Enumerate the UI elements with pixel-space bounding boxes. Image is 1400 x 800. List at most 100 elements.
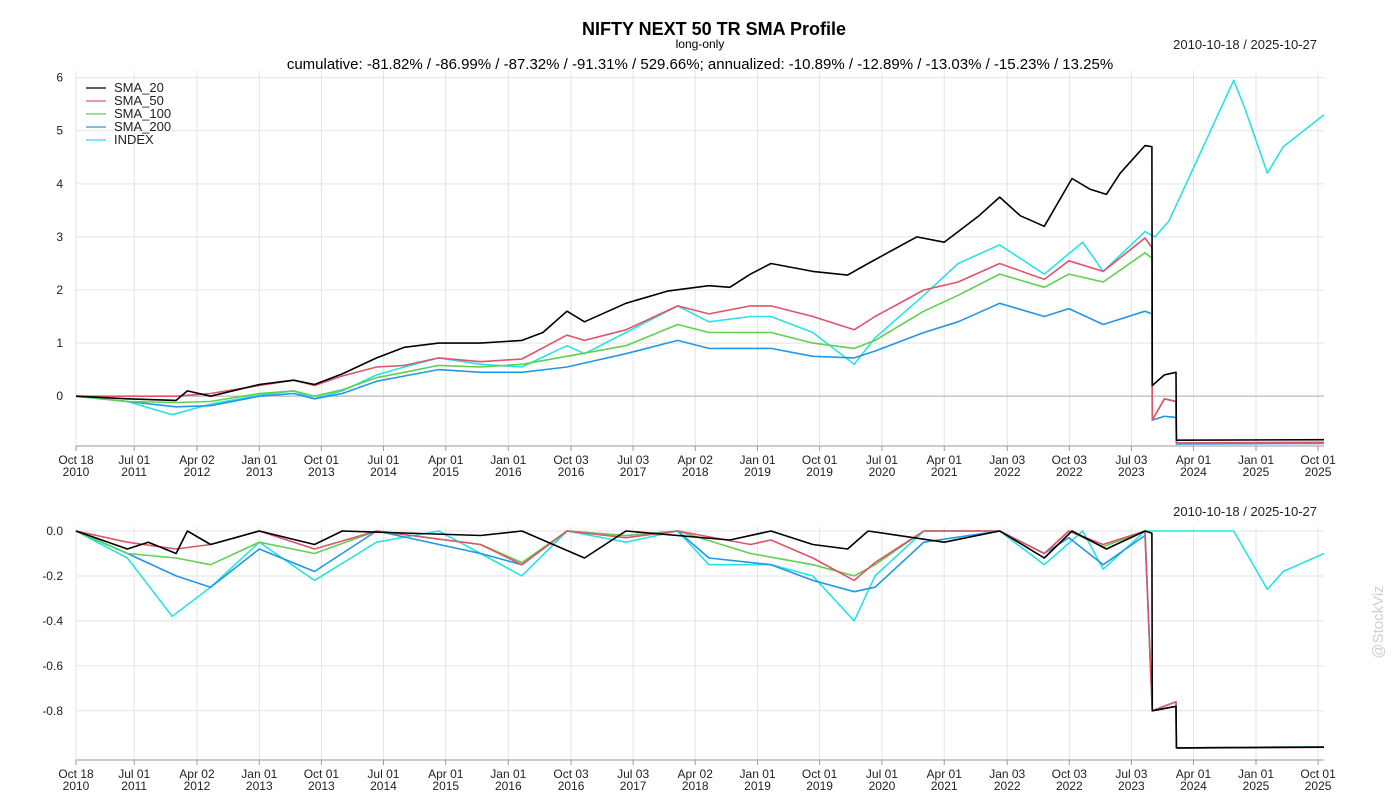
x-tick-year-label: 2015 [432,465,459,479]
x-tick-year-label: 2013 [246,465,273,479]
x-tick-label: Jul 03 [1115,767,1147,781]
y-tick-label: 1 [56,336,63,350]
x-tick-label: Jan 01 [740,767,776,781]
x-tick-year-label: 2021 [931,465,958,479]
x-tick-year-label: 2013 [308,465,335,479]
x-tick-label: Jul 03 [1115,453,1147,467]
x-tick-year-label: 2023 [1118,779,1145,793]
x-tick-year-label: 2025 [1243,779,1270,793]
watermark: @StockViz [1370,585,1387,658]
y-tick-label: -0.2 [42,569,63,583]
x-tick-label: Jan 03 [989,453,1025,467]
x-tick-label: Apr 01 [927,453,963,467]
x-tick-year-label: 2021 [931,779,958,793]
x-tick-label: Jul 03 [617,453,649,467]
y-tick-label: -0.6 [42,659,63,673]
x-tick-label: Oct 18 [58,453,94,467]
x-tick-label: Jul 01 [118,767,150,781]
x-tick-label: Apr 01 [428,767,464,781]
x-tick-label: Jul 01 [367,453,399,467]
x-tick-label: Apr 02 [678,767,714,781]
x-tick-label: Oct 01 [1300,453,1336,467]
x-tick-label: Oct 01 [1300,767,1336,781]
x-tick-year-label: 2011 [121,779,147,793]
x-tick-label: Jan 01 [241,453,277,467]
x-tick-label: Oct 03 [1052,453,1088,467]
x-tick-label: Jul 01 [118,453,150,467]
legend-label: SMA_20 [114,80,164,95]
x-tick-label: Oct 01 [304,767,340,781]
x-tick-year-label: 2010 [63,779,90,793]
series-line-sma-20 [75,530,1325,749]
series-line-sma-200 [75,302,1325,445]
x-tick-year-label: 2024 [1180,465,1207,479]
x-tick-label: Jan 01 [740,453,776,467]
x-tick-year-label: 2022 [1056,465,1083,479]
x-tick-year-label: 2019 [744,779,771,793]
legend-label: INDEX [114,132,154,147]
y-tick-label: 3 [56,230,63,244]
x-tick-year-label: 2014 [370,465,397,479]
x-tick-year-label: 2011 [121,465,147,479]
chart-subtitle: long-only [676,37,725,51]
x-tick-year-label: 2016 [558,465,585,479]
x-tick-year-label: 2010 [63,465,90,479]
x-tick-label: Apr 01 [428,453,464,467]
x-tick-label: Jul 01 [866,767,898,781]
top-panel-date-range: 2010-10-18 / 2025-10-27 [1173,37,1317,52]
series-line-sma-100 [75,252,1325,444]
x-tick-label: Oct 03 [553,767,589,781]
x-tick-year-label: 2024 [1180,779,1207,793]
x-tick-label: Jan 01 [1238,767,1274,781]
series-line-sma-200 [75,530,1325,749]
y-tick-label: 6 [56,71,63,85]
bottom-panel-date-range: 2010-10-18 / 2025-10-27 [1173,504,1317,519]
x-tick-year-label: 2025 [1243,465,1270,479]
x-tick-year-label: 2017 [620,465,647,479]
y-tick-label: -0.4 [42,614,63,628]
performance-stats: cumulative: -81.82% / -86.99% / -87.32% … [287,56,1113,73]
legend-label: SMA_50 [114,93,164,108]
x-tick-year-label: 2013 [308,779,335,793]
x-tick-label: Oct 01 [802,453,838,467]
x-tick-label: Jan 01 [490,767,526,781]
x-tick-year-label: 2012 [184,779,211,793]
y-tick-label: 4 [56,177,63,191]
x-tick-year-label: 2019 [744,465,771,479]
x-tick-label: Jan 01 [1238,453,1274,467]
x-tick-year-label: 2019 [806,465,833,479]
x-tick-label: Jul 01 [367,767,399,781]
x-tick-year-label: 2022 [994,779,1021,793]
x-tick-label: Apr 02 [179,453,215,467]
x-tick-label: Apr 02 [678,453,714,467]
y-tick-label: 5 [56,124,63,138]
y-tick-label: 0.0 [46,524,63,538]
x-tick-year-label: 2015 [432,779,459,793]
x-tick-label: Jan 03 [989,767,1025,781]
x-tick-label: Jan 01 [241,767,277,781]
x-tick-label: Jul 01 [866,453,898,467]
x-tick-label: Apr 01 [1176,767,1212,781]
x-tick-year-label: 2016 [558,779,585,793]
x-tick-label: Apr 01 [927,767,963,781]
x-tick-label: Jul 03 [617,767,649,781]
x-tick-year-label: 2020 [869,779,896,793]
x-tick-label: Oct 01 [304,453,340,467]
x-tick-year-label: 2013 [246,779,273,793]
series-line-sma-100 [75,530,1325,749]
legend-label: SMA_200 [114,119,171,134]
x-tick-year-label: 2014 [370,779,397,793]
x-tick-label: Oct 01 [802,767,838,781]
series-line-sma-20 [75,144,1325,442]
x-tick-label: Jan 01 [490,453,526,467]
x-tick-year-label: 2018 [682,465,709,479]
x-tick-year-label: 2020 [869,465,896,479]
x-tick-year-label: 2016 [495,465,522,479]
x-tick-label: Apr 02 [179,767,215,781]
series-line-sma-50 [76,237,1325,444]
x-tick-year-label: 2022 [994,465,1021,479]
